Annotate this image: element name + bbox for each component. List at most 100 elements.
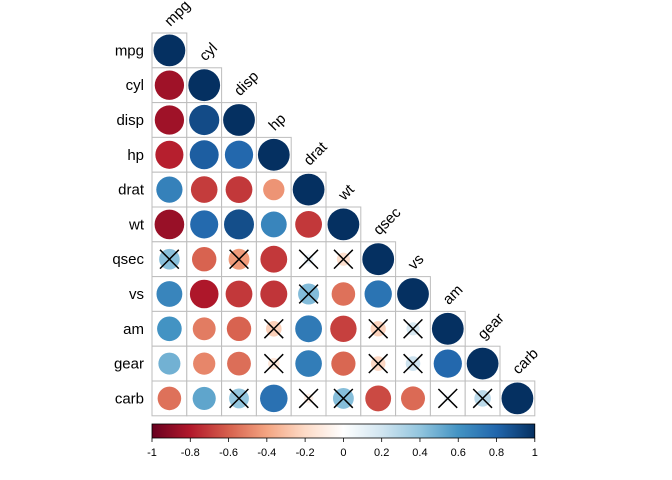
correlation-circle [158,352,181,375]
colorbar-tick-label: 0.6 [451,447,466,459]
insignificant-cross-icon [298,249,319,270]
correlation-circle [431,312,464,345]
correlation-circle [190,176,218,203]
cell-wt-disp [221,206,257,243]
correlation-circle [397,278,429,310]
correlation-circle [295,211,322,238]
correlation-circle [466,347,499,380]
cell-carb-mpg [151,380,188,417]
cell-vs-qsec [360,276,397,312]
cell-gear-mpg [151,345,188,382]
row-label-drat: drat [118,182,145,199]
cell-drat-disp [221,171,257,208]
correlation-circle [224,209,254,240]
insignificant-cross-icon [403,353,423,374]
cell-gear-cyl [186,345,223,382]
cell-hp-cyl [186,136,223,173]
colorbar-tick-label: 0.2 [374,447,389,459]
cell-disp-mpg [151,102,188,138]
cell-gear-wt [325,345,362,382]
correlation-circle [227,351,251,376]
correlation-circle [331,282,356,306]
cell-am-vs [395,310,431,347]
correlation-circle [257,138,290,171]
insignificant-cross-icon [333,388,354,409]
colorbar-tick-label: 1 [532,447,538,459]
cell-frame [255,171,292,208]
column-label-drat: drat [300,138,331,169]
correlation-circle [401,386,425,411]
column-label-wt: wt [335,181,359,205]
cell-carb-carb [499,380,536,417]
cell-am-qsec [360,310,397,347]
cell-gear-qsec [360,345,397,382]
correlation-circle [226,316,252,342]
correlation-circle [295,350,322,377]
cell-gear-disp [221,345,257,382]
row-label-wt: wt [128,216,145,233]
correlation-circle [154,209,185,240]
correlation-circle [295,315,322,343]
cell-disp-disp [221,102,257,138]
correlation-circle [193,352,216,375]
insignificant-cross-icon [159,249,180,270]
cell-gear-hp [255,345,292,382]
cell-qsec-disp [221,241,257,278]
row-label-hp: hp [127,147,144,164]
correlation-circle [224,140,254,169]
cell-gear-drat [290,345,327,382]
row-label-vs: vs [129,286,144,303]
cell-carb-am [429,380,466,417]
correlation-circle [223,104,255,136]
cell-mpg-mpg [151,32,188,69]
colorbar-tick-label: -1 [147,447,157,459]
color-legend: -1 -0.8 -0.6 -0.4 -0.2 0 0.2 0.4 0.6 0.8 1 [147,423,538,459]
column-label-qsec: qsec [370,204,405,239]
correlation-circle [260,280,288,308]
correlation-circle [225,280,253,308]
column-label-hp: hp [266,110,290,134]
insignificant-cross-icon [263,318,284,339]
correlation-circle [157,316,182,342]
cell-carb-disp [221,380,257,417]
cell-am-drat [290,310,327,347]
cell-hp-mpg [151,136,188,173]
column-label-cyl: cyl [196,40,221,65]
cell-carb-hp [255,380,292,417]
cell-carb-vs [395,380,431,417]
colorbar-gradient [151,423,536,439]
cell-am-hp [255,310,292,347]
correlation-circle [260,384,288,413]
correlation-circle [260,211,287,238]
insignificant-cross-icon [229,249,249,270]
cell-am-am [429,310,466,347]
correlation-circle [327,208,360,241]
cell-cyl-mpg [151,67,188,104]
cell-qsec-drat [290,241,327,278]
correlation-circle [153,34,186,67]
correlation-circle [189,140,219,170]
cell-am-wt [325,310,362,347]
correlation-circle [263,178,285,201]
cell-carb-drat [290,380,327,417]
correlation-circle [189,279,219,309]
insignificant-cross-icon [368,353,389,374]
correlation-circle [330,315,357,343]
correlation-circle [433,349,462,378]
cell-carb-qsec [360,380,397,417]
matrix-cells [151,32,536,417]
cell-vs-drat [290,276,327,312]
correlation-circle [292,173,325,206]
row-label-cyl: cyl [126,77,144,94]
insignificant-cross-icon [298,284,319,304]
cell-vs-vs [395,276,431,312]
row-label-gear: gear [114,356,144,373]
colorbar-tick-label: -0.6 [219,447,238,459]
colorbar-tick-label: -0.2 [296,447,315,459]
cell-drat-cyl [186,171,223,208]
correlation-circle [331,351,356,376]
correlation-circle [189,104,220,136]
cell-drat-drat [290,171,327,208]
cell-carb-wt [325,380,362,417]
